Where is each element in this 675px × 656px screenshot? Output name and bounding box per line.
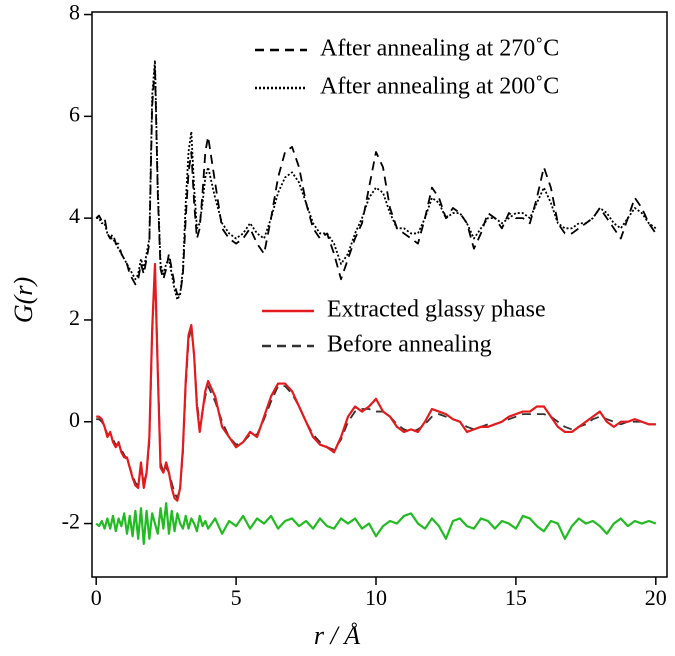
x-tick-label: 20 [645,585,667,610]
series-line [96,262,656,502]
legend-label: After annealing at 270˚C [320,36,559,62]
legend-label: Extracted glassy phase [327,297,546,323]
y-tick-label: 0 [69,407,80,432]
y-tick-label: -2 [62,509,80,534]
series-line [95,502,657,546]
x-tick-label: 0 [91,585,102,610]
y-axis-label: G(r) [9,277,38,323]
y-tick-label: 4 [69,203,80,228]
x-tick-label: 15 [505,585,527,610]
y-tick-label: 8 [69,0,80,25]
series-line [95,64,657,296]
x-tick-label: 10 [365,585,387,610]
x-axis-label: r / Å [314,621,360,650]
plot-frame [91,11,668,578]
legend-label: After annealing at 200˚C [320,74,559,100]
y-tick-label: 2 [69,305,80,330]
x-tick-label: 5 [231,585,242,610]
legend-label: Before annealing [327,332,492,358]
y-tick-label: 6 [69,101,80,126]
